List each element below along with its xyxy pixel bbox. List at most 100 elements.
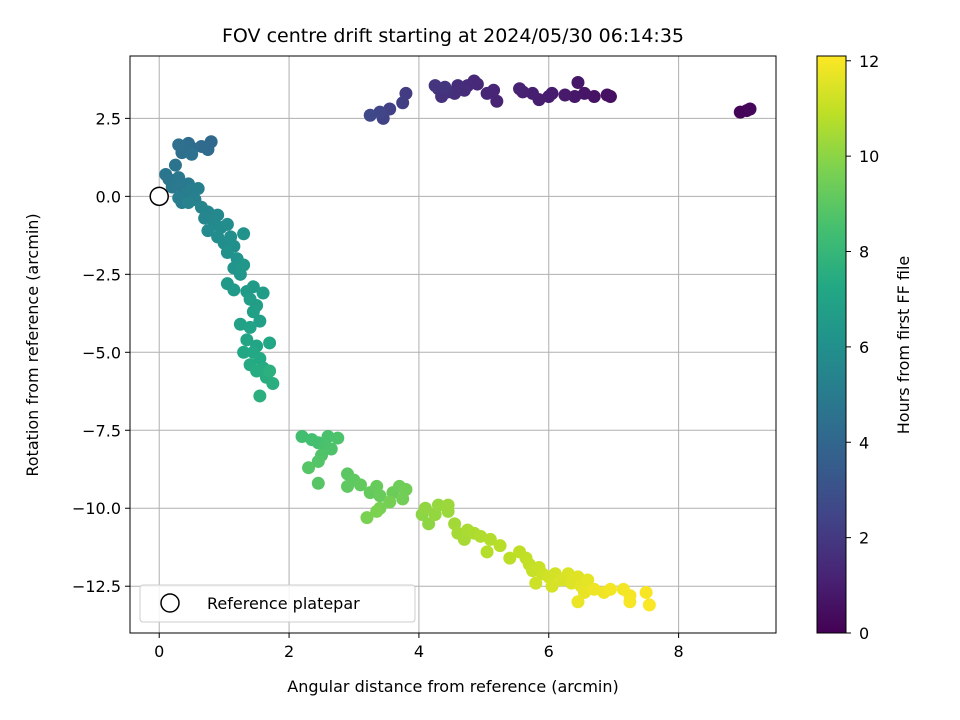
data-point [483, 532, 497, 546]
data-point [340, 479, 354, 493]
data-point [480, 545, 494, 559]
colorbar-tick-label: 4 [859, 433, 869, 452]
data-point [493, 539, 507, 553]
data-point [370, 504, 384, 518]
data-point [529, 576, 543, 590]
data-point [581, 573, 595, 587]
data-point [172, 138, 186, 152]
grid-lines [130, 56, 776, 633]
data-point [396, 492, 410, 506]
data-point [480, 86, 494, 100]
data-point [246, 280, 260, 294]
data-point [600, 88, 614, 102]
data-point [490, 94, 504, 108]
data-point [220, 245, 234, 259]
data-point [353, 478, 367, 492]
data-point [263, 364, 277, 378]
data-point [503, 551, 517, 565]
data-point [383, 495, 397, 509]
x-axis-ticks: 0 2 4 6 8 [154, 633, 684, 661]
data-point [642, 598, 656, 612]
legend-marker-icon [160, 593, 180, 613]
data-point [311, 454, 325, 468]
data-point [227, 283, 241, 297]
data-point [191, 182, 205, 196]
data-point [603, 582, 617, 596]
data-point [639, 585, 653, 599]
data-point [302, 461, 316, 475]
data-point [360, 511, 374, 525]
data-point [431, 498, 445, 512]
data-point [558, 88, 572, 102]
x-tick-label: 2 [284, 642, 294, 661]
data-point [240, 333, 254, 347]
y-tick-label: −12.5 [72, 577, 121, 596]
data-point [422, 517, 436, 531]
plot-frame [129, 55, 777, 634]
data-point [321, 430, 335, 444]
data-point [324, 442, 338, 456]
data-point [441, 498, 455, 512]
data-point [237, 258, 251, 272]
x-tick-label: 0 [154, 642, 164, 661]
data-point [513, 82, 527, 96]
data-point [363, 108, 377, 122]
data-point [266, 376, 280, 390]
data-point [250, 364, 264, 378]
data-point [256, 286, 270, 300]
x-tick-label: 4 [414, 642, 424, 661]
legend: Reference platepar [139, 584, 416, 623]
data-point [331, 431, 345, 445]
data-point [220, 217, 234, 231]
data-point [428, 79, 442, 93]
y-tick-label: −7.5 [82, 421, 121, 440]
data-point [172, 191, 186, 205]
colorbar [816, 55, 847, 634]
y-tick-label: 0.0 [96, 187, 121, 206]
data-point [263, 336, 277, 350]
data-points [159, 74, 757, 612]
x-axis-label: Angular distance from reference (arcmin) [287, 677, 618, 696]
data-point [396, 96, 410, 110]
data-point [194, 139, 208, 153]
chart-title: FOV centre drift starting at 2024/05/30 … [222, 25, 684, 47]
colorbar-label: Hours from first FF file [894, 256, 913, 435]
y-tick-label: −5.0 [82, 343, 121, 362]
y-tick-label: −2.5 [82, 265, 121, 284]
data-point [168, 158, 182, 172]
data-point [526, 86, 540, 100]
data-point [201, 224, 215, 238]
data-point [237, 227, 251, 241]
data-point [743, 102, 757, 116]
y-tick-label: −10.0 [72, 499, 121, 518]
data-point [623, 595, 637, 609]
legend-entry-reference: Reference platepar [207, 594, 360, 613]
data-point [373, 489, 387, 503]
y-axis-ticks: 2.5 0.0 −2.5 −5.0 −7.5 −10.0 −12.5 [72, 109, 130, 596]
data-point [185, 147, 199, 161]
data-point [253, 389, 267, 403]
data-point [243, 320, 257, 334]
data-point [181, 196, 195, 210]
data-point [418, 501, 432, 515]
y-axis-label: Rotation from reference (arcmin) [23, 213, 42, 476]
x-tick-label: 8 [674, 642, 684, 661]
colorbar-tick-label: 0 [859, 624, 869, 643]
colorbar-tick-label: 10 [859, 147, 879, 166]
y-tick-label: 2.5 [96, 109, 121, 128]
data-point [571, 595, 585, 609]
x-tick-label: 6 [544, 642, 554, 661]
colorbar-tick-label: 8 [859, 243, 869, 262]
colorbar-tick-label: 2 [859, 529, 869, 548]
data-point [246, 305, 260, 319]
data-point [253, 314, 267, 328]
data-point [568, 90, 582, 104]
data-point [571, 76, 585, 90]
data-point [545, 579, 559, 593]
colorbar-ticks: 0 2 4 6 8 10 12 [846, 52, 879, 643]
colorbar-tick-label: 6 [859, 338, 869, 357]
data-point [438, 80, 452, 94]
data-point [237, 345, 251, 359]
colorbar-tick-label: 12 [859, 52, 879, 71]
